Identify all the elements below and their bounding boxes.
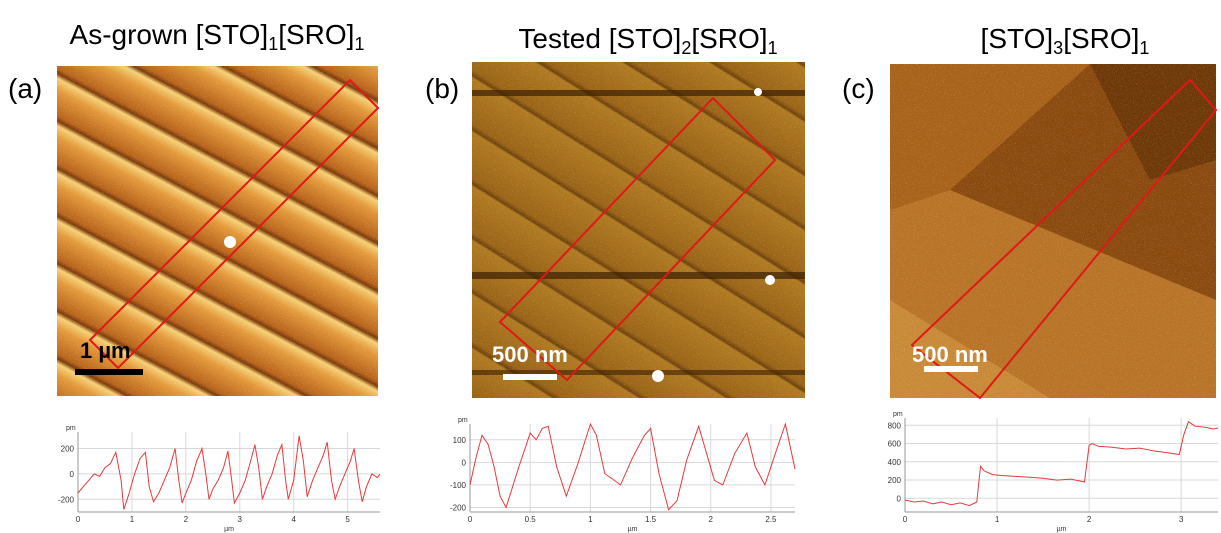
y-tick-label: 0 xyxy=(462,458,467,467)
x-axis-label: µm xyxy=(628,526,638,533)
profile-line xyxy=(904,420,1219,507)
x-axis-label: µm xyxy=(1057,526,1067,533)
y-tick-label: 200 xyxy=(888,476,902,485)
panel-label: (a) xyxy=(8,73,42,104)
y-tick-label: -200 xyxy=(58,495,75,504)
x-tick-label: 2 xyxy=(709,515,714,524)
x-tick-label: 0 xyxy=(468,515,473,524)
x-tick-label: 0 xyxy=(903,515,908,524)
afm-image: 1 µm xyxy=(57,66,380,396)
x-tick-label: 1 xyxy=(130,515,135,524)
x-tick-label: 2.5 xyxy=(765,515,777,524)
x-tick-label: 0.5 xyxy=(525,515,537,524)
scale-bar-label: 500 nm xyxy=(492,342,568,367)
y-tick-label: 0 xyxy=(897,494,902,503)
panel-title: [STO]3[SRO]1 xyxy=(981,23,1150,58)
y-tick-label: 200 xyxy=(61,445,75,454)
y-tick-label: 0 xyxy=(70,470,75,479)
x-tick-label: 1 xyxy=(995,515,1000,524)
panel-title: Tested [STO]2[SRO]1 xyxy=(518,23,777,58)
x-tick-label: 1 xyxy=(588,515,593,524)
x-tick-label: 2 xyxy=(184,515,189,524)
x-tick-label: 3 xyxy=(238,515,243,524)
profile-line xyxy=(469,422,796,511)
panel-label: (c) xyxy=(842,73,875,104)
x-axis-label: µm xyxy=(224,526,234,533)
y-axis-label: pm xyxy=(458,417,468,424)
x-tick-label: 5 xyxy=(345,515,350,524)
y-tick-label: 100 xyxy=(453,436,467,445)
panel-title: As-grown [STO]1[SRO]1 xyxy=(70,19,365,54)
x-tick-label: 4 xyxy=(291,515,296,524)
scale-bar-label: 500 nm xyxy=(912,342,988,367)
x-tick-label: 1.5 xyxy=(645,515,657,524)
panel-label: (b) xyxy=(425,73,459,104)
scale-bar-label: 1 µm xyxy=(80,338,131,363)
y-axis-label: pm xyxy=(893,411,903,418)
afm-image: 500 nm xyxy=(890,64,1218,400)
y-tick-label: 600 xyxy=(888,440,902,449)
x-tick-label: 3 xyxy=(1179,515,1184,524)
profile-line xyxy=(77,435,381,510)
afm-image: 500 nm xyxy=(472,62,805,398)
y-tick-label: -100 xyxy=(450,481,467,490)
y-tick-label: 400 xyxy=(888,458,902,467)
y-tick-label: -200 xyxy=(450,503,467,512)
y-tick-label: 800 xyxy=(888,421,902,430)
x-tick-label: 0 xyxy=(76,515,81,524)
y-axis-label: pm xyxy=(66,425,76,432)
x-tick-label: 2 xyxy=(1087,515,1092,524)
